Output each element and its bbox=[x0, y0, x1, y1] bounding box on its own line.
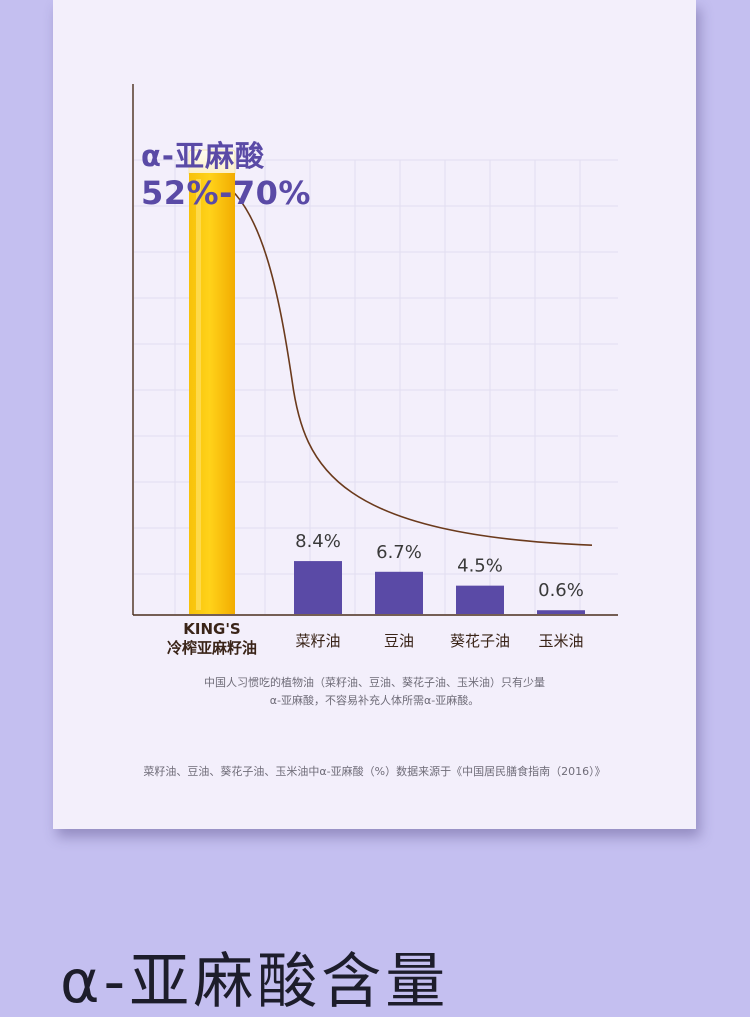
highlight-name: α-亚麻酸 bbox=[141, 139, 265, 173]
bar-3 bbox=[456, 585, 504, 614]
category-label: 豆油 bbox=[384, 632, 414, 650]
data-label: 8.4% bbox=[295, 531, 341, 552]
trend-curve-path bbox=[213, 177, 593, 547]
bar-1 bbox=[294, 561, 342, 614]
note-line-2: α-亚麻酸，不容易补充人体所需α-亚麻酸。 bbox=[269, 694, 480, 707]
category-label-product: 冷榨亚麻籽油 bbox=[167, 639, 257, 657]
chart-axes bbox=[132, 84, 618, 616]
chart-grid bbox=[134, 159, 618, 614]
oil-bar-shine bbox=[196, 179, 201, 610]
category-label: 葵花子油 bbox=[450, 632, 510, 650]
highlight-annotation: α-亚麻酸 52%-70% bbox=[141, 139, 311, 212]
trend-curve bbox=[213, 177, 593, 547]
bar-4 bbox=[537, 610, 585, 614]
highlight-range: 52%-70% bbox=[141, 174, 311, 212]
data-label: 4.5% bbox=[457, 556, 503, 577]
chart-bars bbox=[188, 149, 585, 614]
category-label: 玉米油 bbox=[538, 632, 583, 650]
chart-card bbox=[53, 0, 696, 829]
page-headline: α-亚麻酸含量 bbox=[60, 947, 450, 1017]
category-label: 菜籽油 bbox=[295, 632, 340, 650]
data-label: 0.6% bbox=[538, 580, 584, 601]
note-line-1: 中国人习惯吃的植物油（菜籽油、豆油、葵花子油、玉米油）只有少量 bbox=[204, 676, 545, 689]
data-label: 6.7% bbox=[376, 542, 422, 563]
bar-2 bbox=[375, 571, 423, 614]
bar-linseed-oil bbox=[189, 173, 235, 614]
source-note: 菜籽油、豆油、葵花子油、玉米油中α-亚麻酸（%）数据来源于《中国居民膳食指南（2… bbox=[143, 765, 606, 778]
category-label-brand: KING'S bbox=[183, 620, 240, 638]
